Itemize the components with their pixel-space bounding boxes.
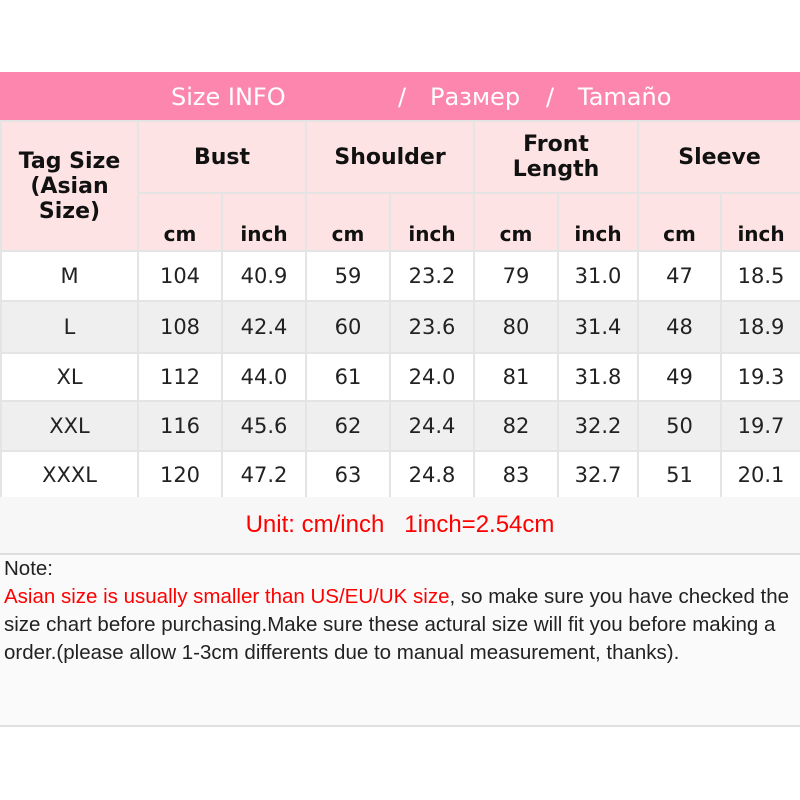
unit-header: inch xyxy=(557,192,640,252)
value-cell: 47.2 xyxy=(220,450,308,499)
unit-header: inch xyxy=(220,192,308,252)
value-cell: 31.4 xyxy=(557,300,640,354)
size-cell: L xyxy=(0,300,139,354)
value-cell: 83 xyxy=(473,450,560,499)
value-cell: 42.4 xyxy=(220,300,308,354)
size-cell: M xyxy=(0,250,139,302)
value-cell: 80 xyxy=(473,300,560,354)
size-cell: XXXL xyxy=(0,450,139,499)
value-cell: 50 xyxy=(637,400,723,452)
value-cell: 19.3 xyxy=(720,352,800,402)
sleeve-header: Sleeve xyxy=(637,120,800,194)
value-cell: 31.0 xyxy=(557,250,640,302)
bust-header: Bust xyxy=(136,120,308,194)
unit-header: cm xyxy=(305,192,392,252)
note-text: Asian size is usually smaller than US/EU… xyxy=(4,583,796,667)
value-cell: 24.4 xyxy=(389,400,476,452)
value-cell: 79 xyxy=(473,250,560,302)
value-cell: 32.7 xyxy=(557,450,640,499)
value-cell: 44.0 xyxy=(220,352,308,402)
table-row: L 108 42.4 60 23.6 80 31.4 48 18.9 xyxy=(0,300,800,354)
note-section: Note: Asian size is usually smaller than… xyxy=(0,555,800,727)
unit-header: cm xyxy=(473,192,560,252)
value-cell: 51 xyxy=(637,450,723,499)
value-cell: 32.2 xyxy=(557,400,640,452)
tag-size-header: Tag Size (Asian Size) xyxy=(0,120,139,252)
value-cell: 18.9 xyxy=(720,300,800,354)
value-cell: 60 xyxy=(305,300,392,354)
value-cell: 40.9 xyxy=(220,250,308,302)
unit-header: inch xyxy=(389,192,476,252)
table-row: M 104 40.9 59 23.2 79 31.0 47 18.5 xyxy=(0,250,800,302)
size-info-banner: Size INFO / Размер / Tamaño xyxy=(0,72,800,120)
shoulder-header: Shoulder xyxy=(305,120,476,194)
table-row: XXL 116 45.6 62 24.4 82 32.2 50 19.7 xyxy=(0,400,800,452)
note-body: , so make sure you have checked the size… xyxy=(4,585,790,664)
value-cell: 24.8 xyxy=(389,450,476,499)
value-cell: 112 xyxy=(137,352,223,402)
front-length-header: Front Length xyxy=(473,120,640,194)
value-cell: 20.1 xyxy=(720,450,800,499)
value-cell: 48 xyxy=(637,300,723,354)
size-cell: XL xyxy=(0,352,139,402)
size-table: Tag Size (Asian Size) Bust Shoulder Fron… xyxy=(0,120,800,499)
value-cell: 63 xyxy=(305,450,392,499)
banner-separator: / xyxy=(398,83,407,111)
banner-separator: / xyxy=(546,83,555,111)
value-cell: 59 xyxy=(305,250,392,302)
banner-spanish: Tamaño xyxy=(578,83,672,111)
value-cell: 23.2 xyxy=(389,250,476,302)
size-cell: XXL xyxy=(0,400,139,452)
value-cell: 23.6 xyxy=(389,300,476,354)
banner-russian: Размер xyxy=(430,83,521,111)
banner-title: Size INFO xyxy=(171,83,286,111)
table-row: XL 112 44.0 61 24.0 81 31.8 49 19.3 xyxy=(0,352,800,402)
note-label: Note: xyxy=(4,557,53,580)
value-cell: 45.6 xyxy=(220,400,308,452)
value-cell: 81 xyxy=(473,352,560,402)
value-cell: 120 xyxy=(137,450,223,499)
value-cell: 62 xyxy=(305,400,392,452)
value-cell: 104 xyxy=(137,250,223,302)
note-highlight: Asian size is usually smaller than US/EU… xyxy=(4,585,450,608)
unit-header: cm xyxy=(637,192,723,252)
unit-info: Unit: cm/inch 1inch=2.54cm xyxy=(0,497,800,555)
value-cell: 31.8 xyxy=(557,352,640,402)
value-cell: 108 xyxy=(137,300,223,354)
value-cell: 82 xyxy=(473,400,560,452)
unit-header: cm xyxy=(137,192,223,252)
unit-header: inch xyxy=(720,192,800,252)
value-cell: 116 xyxy=(137,400,223,452)
value-cell: 49 xyxy=(637,352,723,402)
value-cell: 47 xyxy=(637,250,723,302)
table-row: XXXL 120 47.2 63 24.8 83 32.7 51 20.1 xyxy=(0,450,800,499)
value-cell: 19.7 xyxy=(720,400,800,452)
value-cell: 24.0 xyxy=(389,352,476,402)
value-cell: 61 xyxy=(305,352,392,402)
value-cell: 18.5 xyxy=(720,250,800,302)
